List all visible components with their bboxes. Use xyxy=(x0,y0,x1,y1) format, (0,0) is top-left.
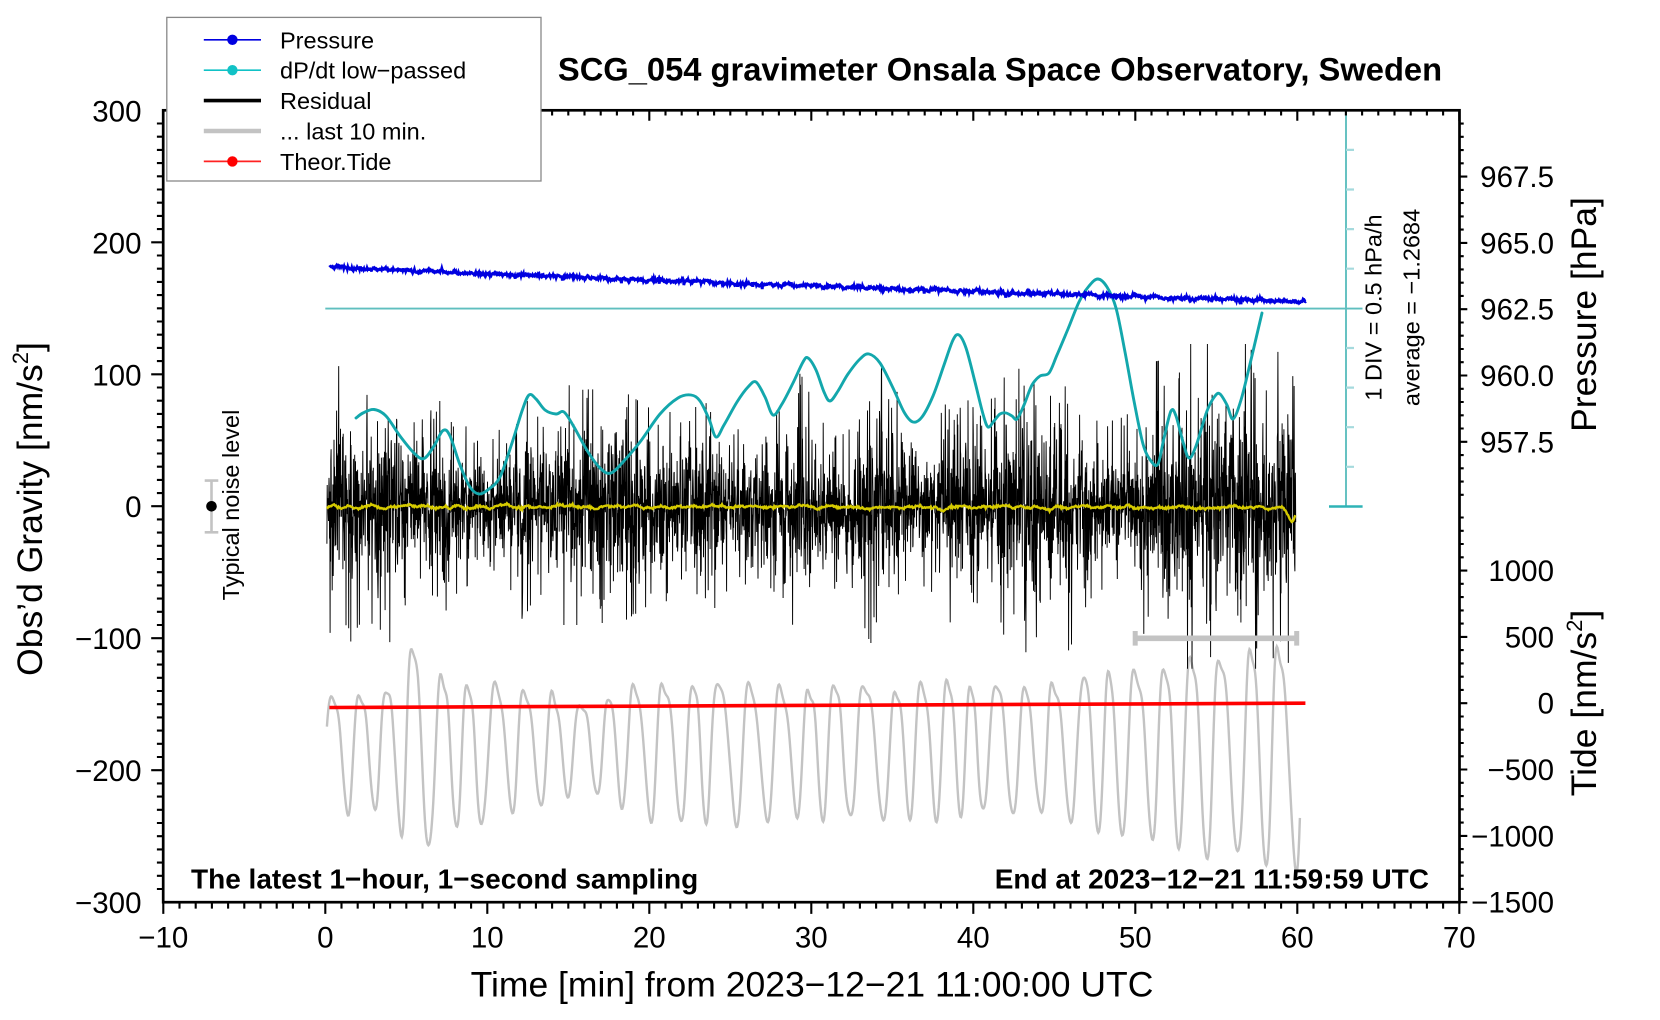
svg-text:1 DIV = 0.5 hPa/h: 1 DIV = 0.5 hPa/h xyxy=(1361,214,1387,400)
svg-text:20: 20 xyxy=(633,922,666,955)
svg-text:−1000: −1000 xyxy=(1471,820,1554,853)
svg-text:50: 50 xyxy=(1119,922,1152,955)
svg-text:70: 70 xyxy=(1443,922,1476,955)
svg-text:−100: −100 xyxy=(75,623,141,656)
svg-text:967.5: 967.5 xyxy=(1480,161,1554,194)
svg-text:500: 500 xyxy=(1505,621,1554,654)
svg-text:−1500: −1500 xyxy=(1471,887,1554,920)
svg-text:−300: −300 xyxy=(75,887,141,920)
svg-text:Pressure [hPa]: Pressure [hPa] xyxy=(1564,197,1604,432)
svg-text:60: 60 xyxy=(1281,922,1314,955)
svg-text:30: 30 xyxy=(795,922,828,955)
svg-text:Typical noise level: Typical noise level xyxy=(218,410,244,601)
svg-text:average = −1.2684: average = −1.2684 xyxy=(1399,209,1425,406)
svg-text:0: 0 xyxy=(1538,688,1554,721)
svg-text:0: 0 xyxy=(125,491,141,524)
svg-text:960.0: 960.0 xyxy=(1480,360,1554,393)
svg-text:10: 10 xyxy=(471,922,504,955)
svg-text:Obs’d Gravity [nm/s2]: Obs’d Gravity [nm/s2] xyxy=(8,342,50,676)
svg-text:End at 2023−12−21 11:59:59 UTC: End at 2023−12−21 11:59:59 UTC xyxy=(995,864,1429,895)
svg-text:Residual: Residual xyxy=(280,88,371,114)
svg-text:200: 200 xyxy=(92,227,141,260)
svg-text:0: 0 xyxy=(317,922,333,955)
svg-text:Theor.Tide: Theor.Tide xyxy=(280,149,391,175)
svg-text:The latest 1−hour, 1−second sa: The latest 1−hour, 1−second sampling xyxy=(191,864,698,895)
svg-text:40: 40 xyxy=(957,922,990,955)
svg-text:100: 100 xyxy=(92,359,141,392)
svg-text:965.0: 965.0 xyxy=(1480,227,1554,260)
svg-text:−500: −500 xyxy=(1488,754,1554,787)
svg-text:957.5: 957.5 xyxy=(1480,426,1554,459)
svg-text:SCG_054 gravimeter Onsala Spac: SCG_054 gravimeter Onsala Space Observat… xyxy=(558,51,1442,88)
svg-text:−200: −200 xyxy=(75,755,141,788)
svg-text:1000: 1000 xyxy=(1488,555,1554,588)
svg-text:... last 10 min.: ... last 10 min. xyxy=(280,119,426,145)
svg-text:Pressure: Pressure xyxy=(280,27,374,53)
svg-text:Tide [nm/s2]: Tide [nm/s2] xyxy=(1562,610,1604,797)
svg-text:300: 300 xyxy=(92,95,141,128)
svg-text:962.5: 962.5 xyxy=(1480,294,1554,327)
svg-text:Time [min] from 2023−12−21 11:: Time [min] from 2023−12−21 11:00:00 UTC xyxy=(471,965,1154,1005)
svg-text:−10: −10 xyxy=(138,922,188,955)
svg-text:dP/dt low−passed: dP/dt low−passed xyxy=(280,58,466,84)
